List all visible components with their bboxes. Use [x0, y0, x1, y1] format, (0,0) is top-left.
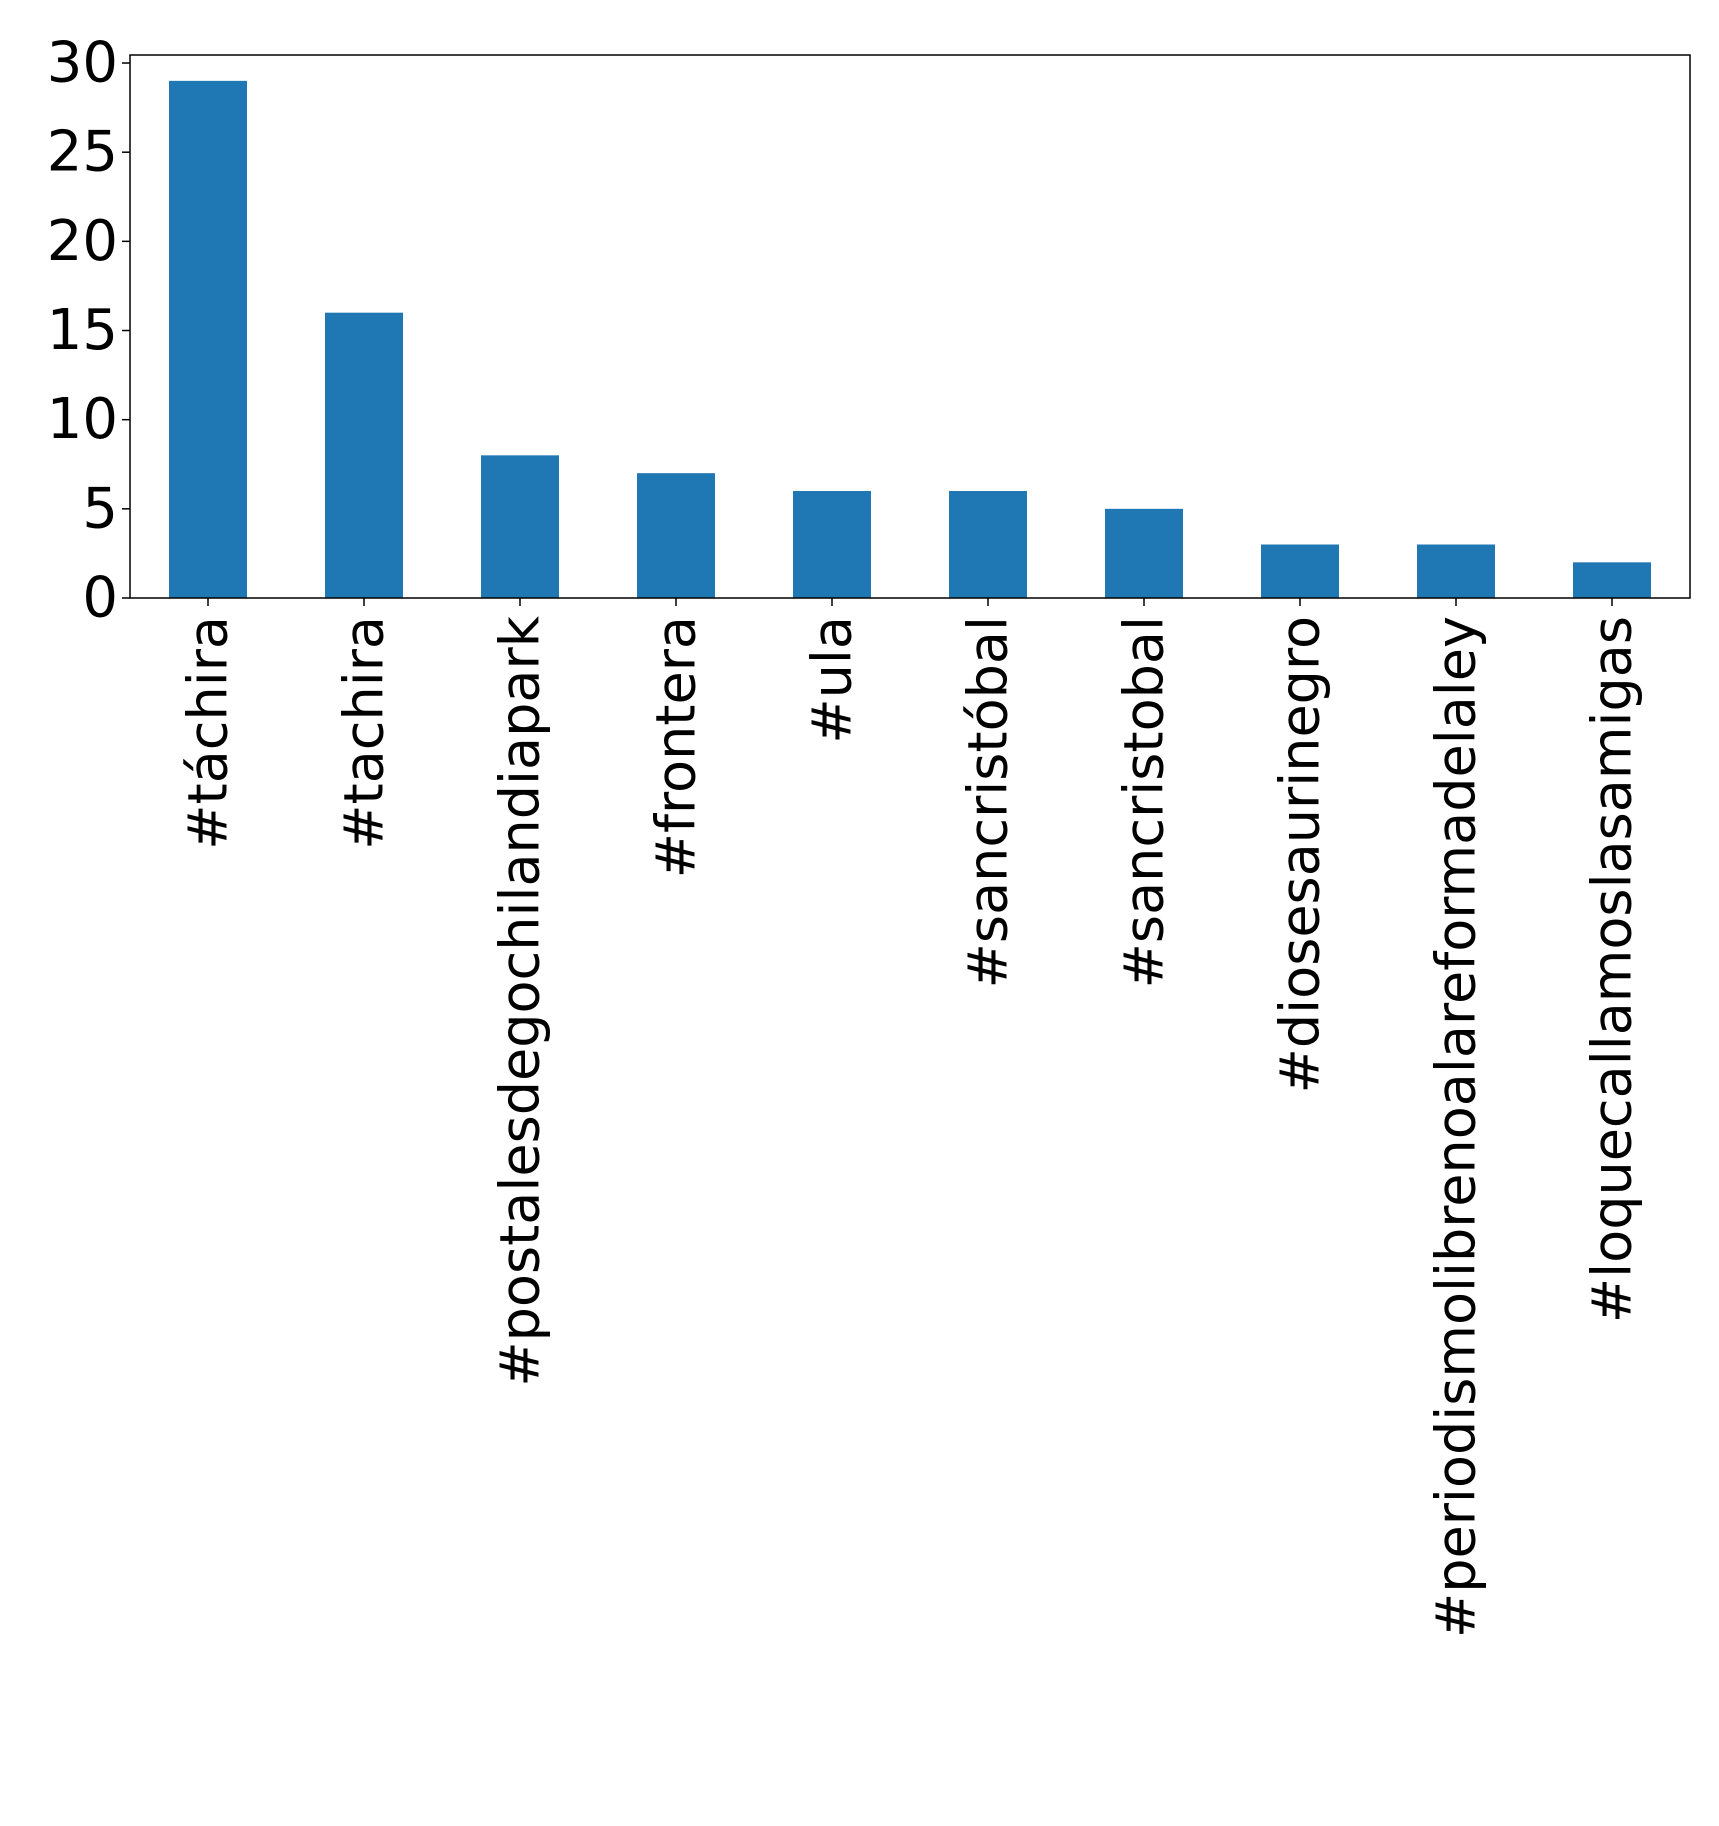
- y-axis: 0 5 10 15 20 25 30: [47, 31, 130, 631]
- x-tick-label: #diosesaurinegro: [1269, 616, 1332, 1093]
- y-tick-label: 5: [82, 476, 118, 541]
- bars-group: [169, 80, 1651, 599]
- x-tick-label: #periodismolibrenoalareformadelaley: [1425, 616, 1488, 1638]
- bar-8: [1417, 544, 1495, 598]
- x-tick-label: #postalesdegochilandiapark: [489, 615, 552, 1386]
- bar-2: [481, 455, 559, 598]
- bar-5: [949, 491, 1027, 598]
- y-tick-label: 10: [47, 387, 118, 452]
- y-tick-label: 0: [82, 566, 118, 631]
- bar-9: [1573, 562, 1651, 598]
- x-tick-label: #tachira: [333, 616, 396, 850]
- plot-frame: [129, 54, 1691, 599]
- bar-3: [637, 473, 715, 598]
- y-tick-label: 15: [47, 298, 118, 363]
- bar-0: [169, 80, 247, 599]
- x-axis: #táchira #tachira #postalesdegochilandiapa…: [177, 598, 1644, 1638]
- x-tick-label: #loquecallamoslasamigas: [1581, 616, 1644, 1323]
- y-tick-label: 30: [47, 31, 118, 96]
- y-tick-label: 25: [47, 120, 118, 185]
- x-tick-label: #ula: [801, 616, 864, 744]
- bar-6: [1105, 508, 1183, 598]
- x-tick-label: #sancristobal: [1113, 616, 1176, 988]
- y-tick-label: 20: [47, 209, 118, 274]
- bar-7: [1261, 544, 1339, 598]
- x-tick-label: #sancristóbal: [957, 616, 1020, 988]
- bar-1: [325, 312, 403, 598]
- bar-4: [793, 491, 871, 598]
- x-tick-label: #frontera: [645, 616, 708, 878]
- x-tick-label: #táchira: [177, 616, 240, 850]
